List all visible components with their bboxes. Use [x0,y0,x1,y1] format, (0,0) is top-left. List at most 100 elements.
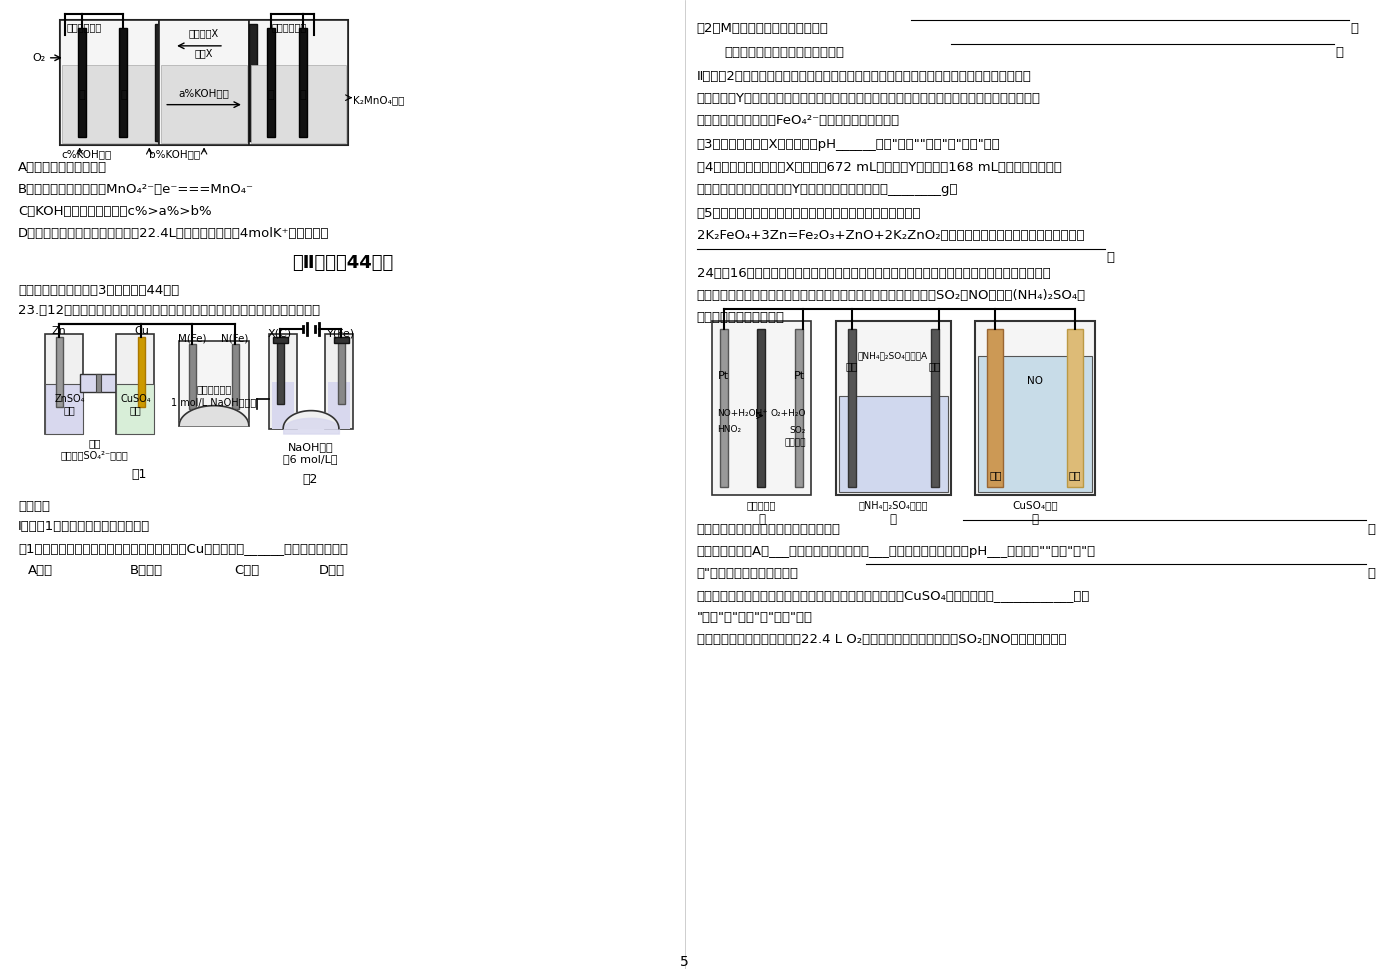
Text: （只允许SO₄²⁻通过）: （只允许SO₄²⁻通过） [61,450,128,461]
Bar [757,329,765,487]
Text: 溶液: 溶液 [129,405,142,416]
Text: "增大"、"减小"或"不变"）。: "增大"、"减小"或"不变"）。 [696,611,813,624]
Text: CuSO₄溶液: CuSO₄溶液 [1013,501,1058,510]
Text: （6 mol/L）: （6 mol/L） [283,455,337,465]
Text: c%KOH溶液: c%KOH溶液 [62,150,111,159]
Text: （NH₄）₂SO₄稀溶液: （NH₄）₂SO₄稀溶液 [859,501,927,510]
Text: 标准状况时气体体积），则Y电极（铁电极）质量减少________g。: 标准状况时气体体积），则Y电极（铁电极）质量减少________g。 [696,184,958,196]
Bar [930,329,938,487]
Text: X(C): X(C) [267,329,292,339]
Text: 粗铜: 粗铜 [989,470,1002,480]
Text: 请回答：: 请回答： [18,501,50,513]
Text: 23.（12分）某课外小组分别用如图所示装置对原电池和电解原理进行实验探究。: 23.（12分）某课外小组分别用如图所示装置对原电池和电解原理进行实验探究。 [18,304,321,317]
Polygon shape [283,410,338,429]
Text: （3）电解过程中，X极区溶液的pH______（填"增大""减小"或"不变"）。: （3）电解过程中，X极区溶液的pH______（填"增大""减小"或"不变"）。 [696,138,1000,151]
Bar [795,329,804,487]
Text: 二、填空题（本题包括3个小题，共44分）: 二、填空题（本题包括3个小题，共44分） [18,284,179,297]
Text: 图1: 图1 [132,469,147,481]
Text: HNO₂: HNO₂ [717,425,740,434]
Text: 气体X: 气体X [195,48,213,58]
Text: （1）在保证电极反应不变的情况下，不能替代Cu作电极的是______（填字母序号）。: （1）在保证电极反应不变的情况下，不能替代Cu作电极的是______（填字母序号… [18,542,348,555]
Text: 保三位一体的结合。如图所示，某同学设计用该电池探究将雾霾中的SO₂、NO转化为(NH₄)₂SO₄的: 保三位一体的结合。如图所示，某同学设计用该电池探究将雾霾中的SO₂、NO转化为(… [696,289,1086,302]
Bar [848,329,856,487]
Text: Pt: Pt [718,370,729,381]
Text: （5）在碱性锌电池中，用高铁酸钾作为正极材料，电池反应为: （5）在碱性锌电池中，用高铁酸钾作为正极材料，电池反应为 [696,207,921,221]
Text: 石墨: 石墨 [929,361,941,370]
Text: 第Ⅱ卷（共44分）: 第Ⅱ卷（共44分） [292,254,394,272]
Text: K₂MnO₄溶液: K₂MnO₄溶液 [354,94,405,105]
Text: 变"），阴极的电极反应式是: 变"），阴极的电极反应式是 [696,567,798,580]
Bar [161,65,246,143]
Text: M(Fe): M(Fe) [178,334,206,344]
Text: Cu: Cu [133,326,149,336]
Bar [77,28,85,136]
Text: A．甲为正极，丙为阴极: A．甲为正极，丙为阴极 [18,161,107,174]
Text: 1 mol/L NaOH溶液）: 1 mol/L NaOH溶液） [172,397,256,406]
Text: 5: 5 [680,955,689,969]
Text: 气体产生，Y极区溶液逐渐变成紫红色；停止实验，铁电极明显变细，电解液仍然澄清。查阅资料: 气体产生，Y极区溶液逐渐变成紫红色；停止实验，铁电极明显变细，电解液仍然澄清。查… [696,91,1040,105]
Text: D．铂: D．铂 [318,564,344,577]
Bar [334,337,350,343]
Text: 补充气体X: 补充气体X [189,28,219,38]
Bar [277,339,283,403]
Text: 此装置中发生的总反应化学方程式: 此装置中发生的总反应化学方程式 [725,46,845,59]
Bar [329,382,351,429]
Bar [837,321,951,496]
Text: 甲: 甲 [758,513,765,526]
Bar [45,384,83,434]
Text: NO: NO [1026,376,1043,386]
Text: SO₂: SO₂ [790,426,806,434]
Bar [267,28,275,136]
Text: 。: 。 [1368,567,1376,580]
Text: 原理和粗铜的精炼原理。: 原理和粗铜的精炼原理。 [696,311,784,324]
Text: B．石墨: B．石墨 [129,564,162,577]
Text: ⑵乙装置中物质A是___（填化学式），理由是___；电解过程中阳极附近pH___（填增大""减小"或"不: ⑵乙装置中物质A是___（填化学式），理由是___；电解过程中阳极附近pH___… [696,545,1095,558]
Bar [160,20,249,145]
Text: （4）电解过程中，若在X极收集到672 mL气体，在Y极收集到168 mL气体（均已折算为: （4）电解过程中，若在X极收集到672 mL气体，在Y极收集到168 mL气体（… [696,161,1062,174]
Text: （增湿）: （增湿） [784,438,806,447]
Text: 阳离子交换膜: 阳离子交换膜 [67,22,102,32]
Text: b%KOH溶液: b%KOH溶液 [149,150,200,159]
Bar [117,334,154,434]
Text: N(Fe): N(Fe) [222,334,249,344]
Text: ZnSO₄: ZnSO₄ [55,394,85,403]
Bar [976,321,1095,496]
Bar [120,28,128,136]
Text: D．标准状况下，甲电极上每消耗22.4L气体时，理论上有4molK⁺移入阴极区: D．标准状况下，甲电极上每消耗22.4L气体时，理论上有4molK⁺移入阴极区 [18,227,329,240]
Bar [62,65,157,143]
Text: 丙: 丙 [267,89,274,100]
Bar [299,28,307,136]
Bar [80,374,120,392]
Text: 24．（16分）一氧化氮－空气质子交换膜燃料电池将化学能转化为电能，实现了制硝酸、发电环: 24．（16分）一氧化氮－空气质子交换膜燃料电池将化学能转化为电能，实现了制硝酸… [696,267,1050,280]
Bar [1066,329,1083,487]
Text: Zn: Zn [51,326,66,336]
Text: Y(Fe): Y(Fe) [327,329,355,339]
Text: C．KOH溶液的质量分数：c%>a%>b%: C．KOH溶液的质量分数：c%>a%>b% [18,205,212,219]
Bar [250,65,347,143]
Bar [139,337,146,406]
Text: 精铜: 精铜 [1069,470,1082,480]
Bar [59,20,160,145]
Text: 。: 。 [1368,523,1376,537]
Text: 质子交换膜: 质子交换膜 [747,501,776,510]
Bar [233,344,239,408]
Bar [249,24,257,141]
Text: Ⅰ．用图1所示装置进行第一组实验。: Ⅰ．用图1所示装置进行第一组实验。 [18,520,150,534]
Text: H⁺: H⁺ [755,408,768,419]
Text: 丙: 丙 [1032,513,1039,526]
Text: 。: 。 [1106,251,1115,264]
Text: （2）M极发生反应的电极反应式为: （2）M极发生反应的电极反应式为 [696,22,828,35]
Bar [839,396,948,493]
Text: 2K₂FeO₄+3Zn=Fe₂O₃+ZnO+2K₂ZnO₂，该电池正极发生的反应的电极反应式为: 2K₂FeO₄+3Zn=Fe₂O₃+ZnO+2K₂ZnO₂，该电池正极发生的反应… [696,229,1084,242]
Bar [56,337,63,406]
Text: A．铝: A．铝 [28,564,54,577]
Bar [978,356,1093,493]
Text: NO+H₂O: NO+H₂O [717,408,755,418]
Text: Ⅱ．用图2所示装置进行第二组实验。实验过程中，观察到与第一组实验不同的现象：两极均有: Ⅱ．用图2所示装置进行第二组实验。实验过程中，观察到与第一组实验不同的现象：两极… [696,70,1032,83]
Bar [189,344,195,408]
Bar [720,329,728,487]
Text: 乙: 乙 [889,513,896,526]
Bar [179,341,249,426]
Bar [326,334,354,429]
Bar [988,329,1003,487]
